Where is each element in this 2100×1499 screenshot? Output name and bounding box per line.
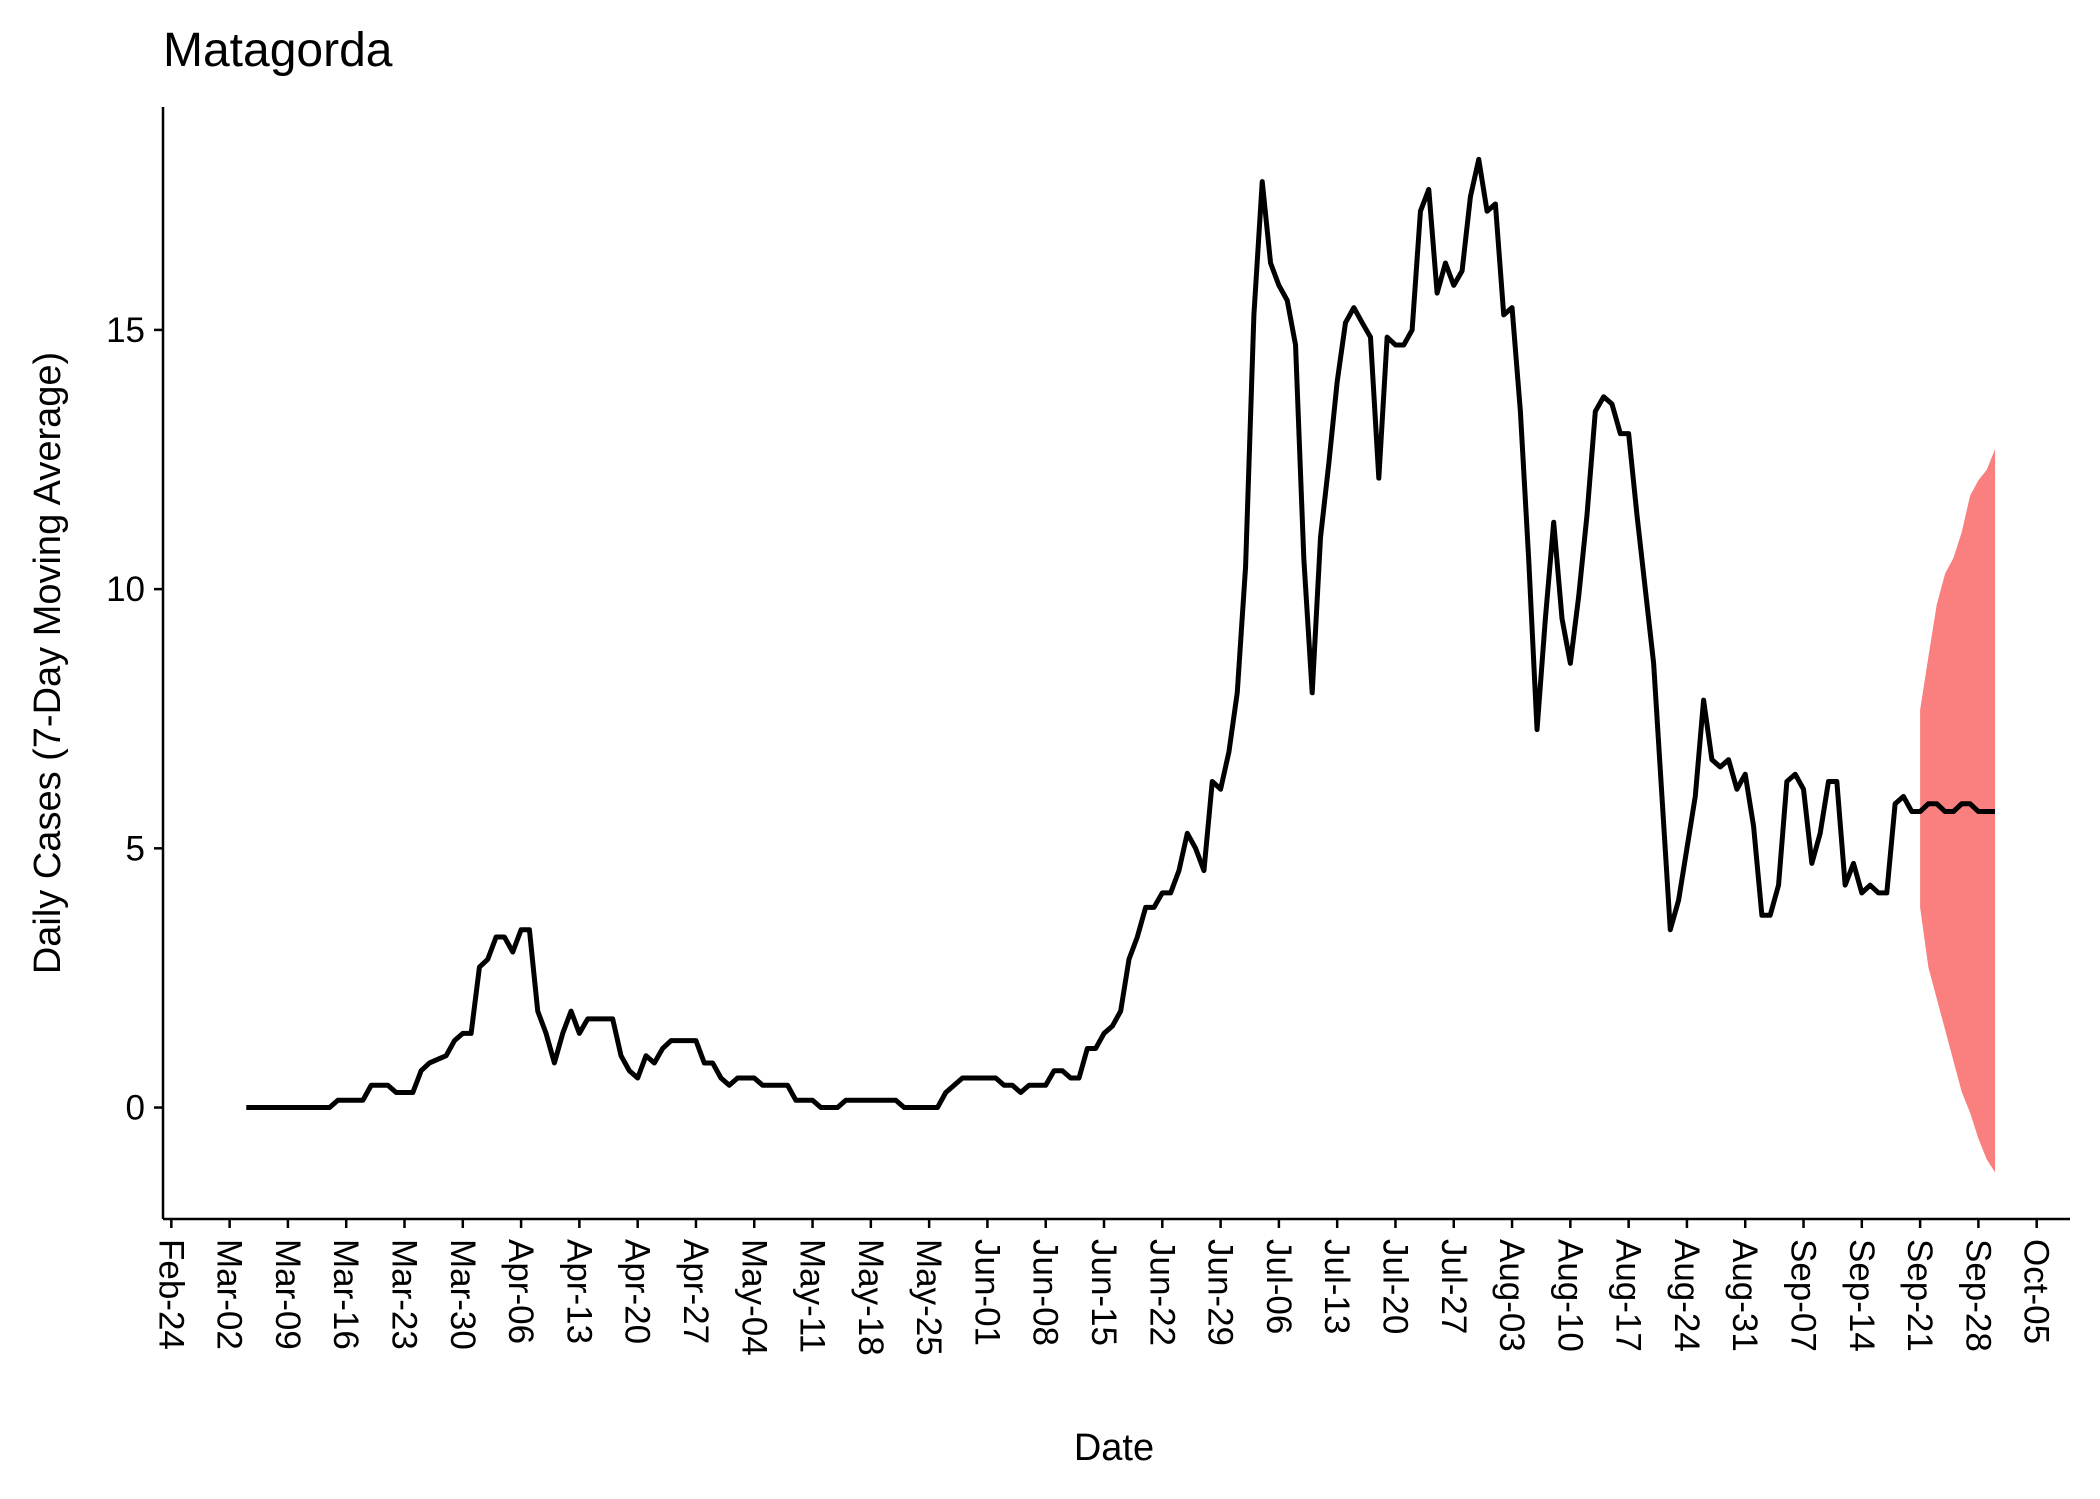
y-tick-label: 15: [106, 311, 145, 350]
x-tick-label: Mar-23: [384, 1239, 423, 1350]
x-tick-label: Aug-31: [1725, 1239, 1764, 1352]
x-tick-label: Oct-05: [2017, 1239, 2056, 1344]
x-tick-label: May-25: [909, 1239, 948, 1356]
x-tick-label: Feb-24: [151, 1239, 190, 1350]
x-tick-label: Sep-07: [1784, 1239, 1823, 1352]
x-tick-label: Mar-30: [443, 1239, 482, 1350]
chart-title: Matagorda: [163, 24, 393, 77]
x-tick-label: Jul-06: [1259, 1239, 1298, 1334]
x-tick-label: Jun-01: [967, 1239, 1006, 1346]
x-tick-label: Sep-14: [1842, 1239, 1881, 1352]
y-axis-label: Daily Cases (7-Day Moving Average): [27, 352, 69, 974]
x-tick-label: Jul-13: [1317, 1239, 1356, 1334]
x-tick-label: Jun-15: [1084, 1239, 1123, 1346]
x-tick-label: Apr-06: [501, 1239, 540, 1344]
x-tick-label: May-04: [734, 1239, 773, 1356]
x-tick-label: Jun-22: [1142, 1239, 1181, 1346]
x-tick-label: Jul-20: [1375, 1239, 1414, 1334]
x-tick-label: Jun-29: [1201, 1239, 1240, 1346]
y-tick-label: 0: [126, 1089, 145, 1128]
x-tick-label: Aug-24: [1667, 1239, 1706, 1352]
x-tick-label: Jun-08: [1026, 1239, 1065, 1346]
x-tick-label: May-11: [793, 1239, 832, 1353]
y-tick-label: 5: [126, 829, 145, 868]
x-tick-label: Mar-16: [326, 1239, 365, 1350]
x-tick-label: Jul-27: [1434, 1239, 1473, 1334]
x-tick-label: Mar-02: [210, 1239, 249, 1350]
x-tick-label: Apr-20: [618, 1239, 657, 1344]
x-tick-label: Mar-09: [268, 1239, 307, 1350]
x-tick-label: Apr-27: [676, 1239, 715, 1344]
x-tick-label: Aug-10: [1550, 1239, 1589, 1352]
x-tick-label: Aug-03: [1492, 1239, 1531, 1352]
x-tick-label: May-18: [851, 1239, 890, 1356]
x-tick-label: Sep-21: [1900, 1239, 1939, 1352]
x-tick-label: Aug-17: [1609, 1239, 1648, 1352]
x-axis-label: Date: [1074, 1427, 1154, 1469]
x-tick-label: Sep-28: [1958, 1239, 1997, 1352]
y-tick-label: 10: [106, 570, 145, 609]
cases-line: [246, 156, 1996, 1111]
x-tick-label: Apr-13: [559, 1239, 598, 1344]
